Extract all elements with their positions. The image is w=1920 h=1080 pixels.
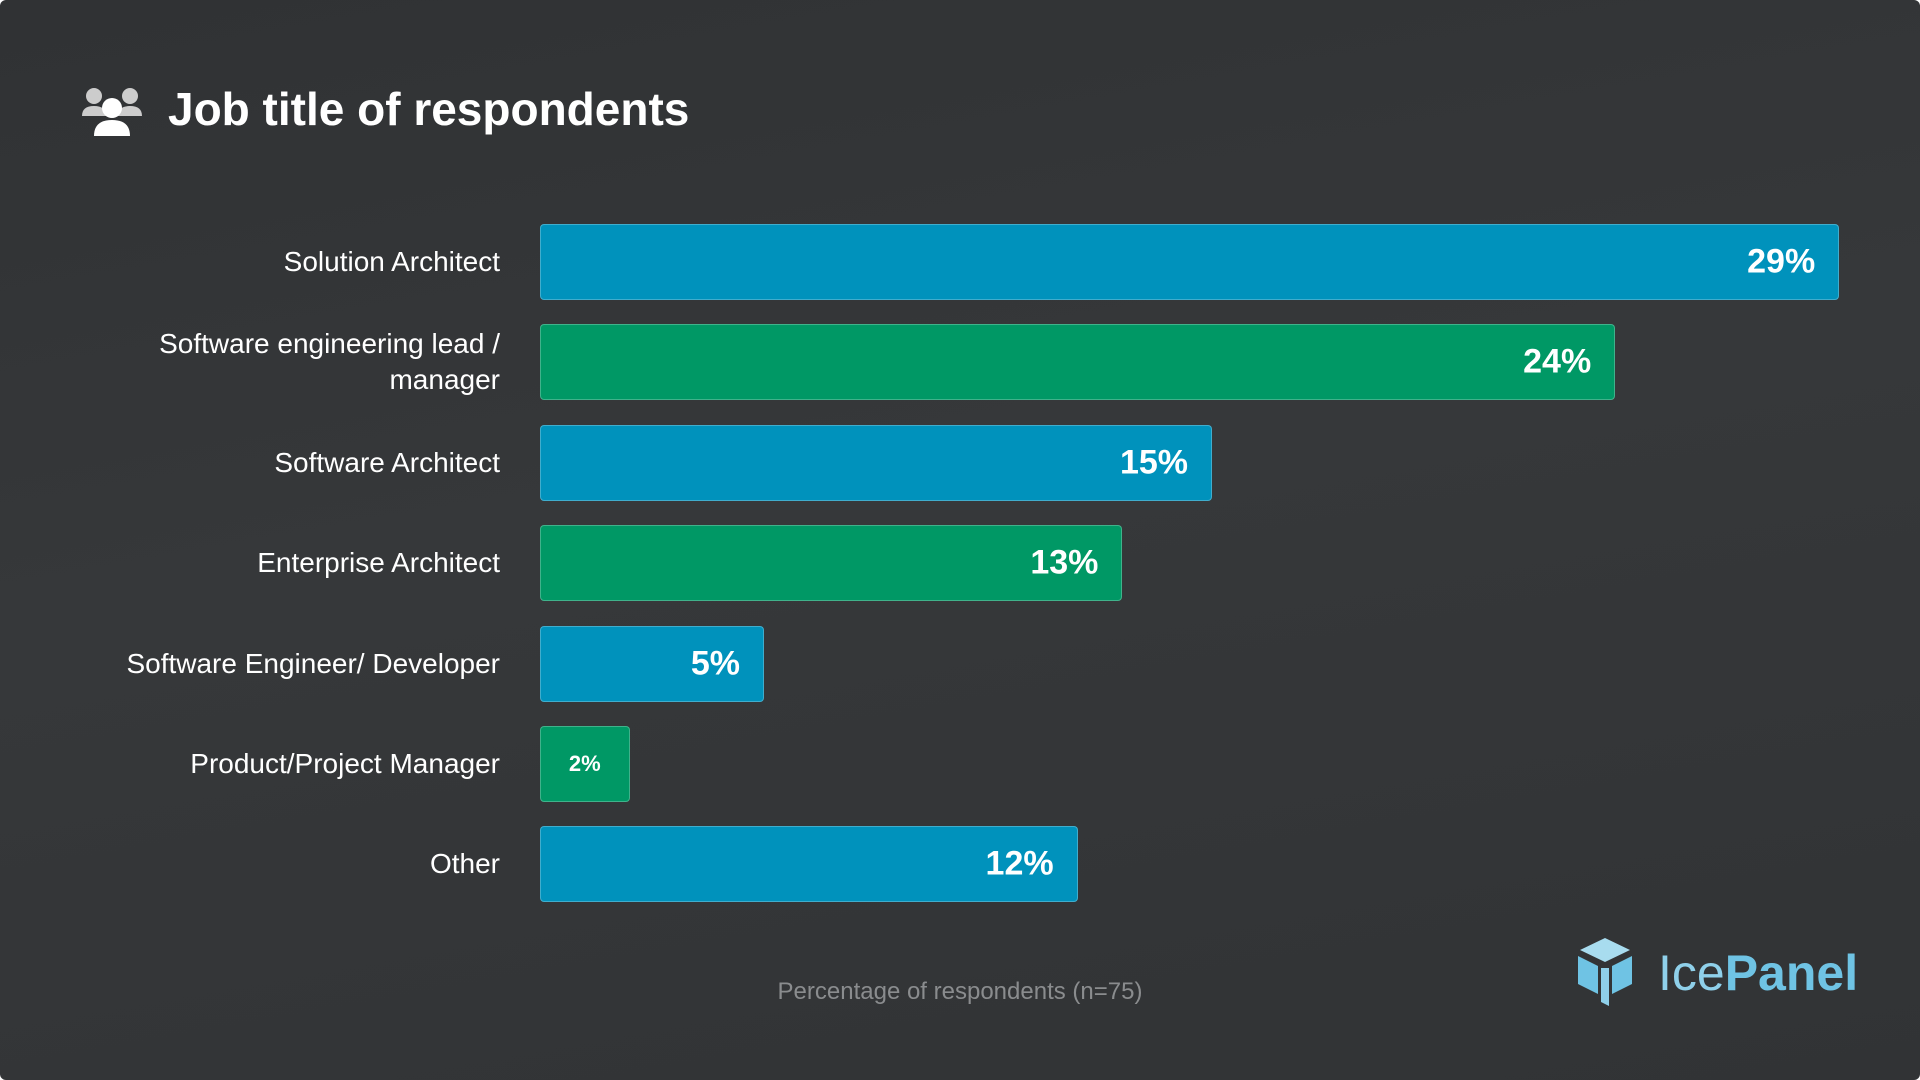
bar (540, 324, 1616, 401)
bar (540, 224, 1840, 300)
chart-title: Job title of respondents (168, 83, 690, 135)
footnote: Percentage of respondents (n=75) (777, 978, 1143, 1005)
category-label: Software engineering lead / manager (159, 328, 500, 396)
bar (540, 424, 1212, 501)
value-label: 2% (568, 751, 601, 776)
bar (540, 525, 1123, 602)
value-label: 13% (1030, 543, 1099, 582)
category-label: Other (429, 848, 500, 880)
value-label: 12% (985, 844, 1054, 883)
logo-icon (1578, 938, 1632, 1006)
category-label: Enterprise Architect (257, 547, 500, 579)
bar (540, 726, 630, 802)
category-label: Product/Project Manager (190, 748, 500, 779)
category-label: Software Architect (274, 446, 500, 478)
bar (540, 826, 1078, 903)
logo-light: Ice (1658, 945, 1725, 1001)
bar (540, 625, 764, 702)
logo-bold: Panel (1724, 945, 1859, 1001)
category-label: Software Engineer/ Developer (126, 647, 500, 679)
category-label: Solution Architect (283, 246, 500, 277)
value-label: 29% (1747, 242, 1816, 281)
value-label: 24% (1523, 342, 1592, 381)
people-icon (82, 88, 142, 136)
value-label: 15% (1119, 443, 1188, 482)
value-label: 5% (690, 644, 740, 683)
logo: IcePanel (1658, 944, 1858, 1002)
